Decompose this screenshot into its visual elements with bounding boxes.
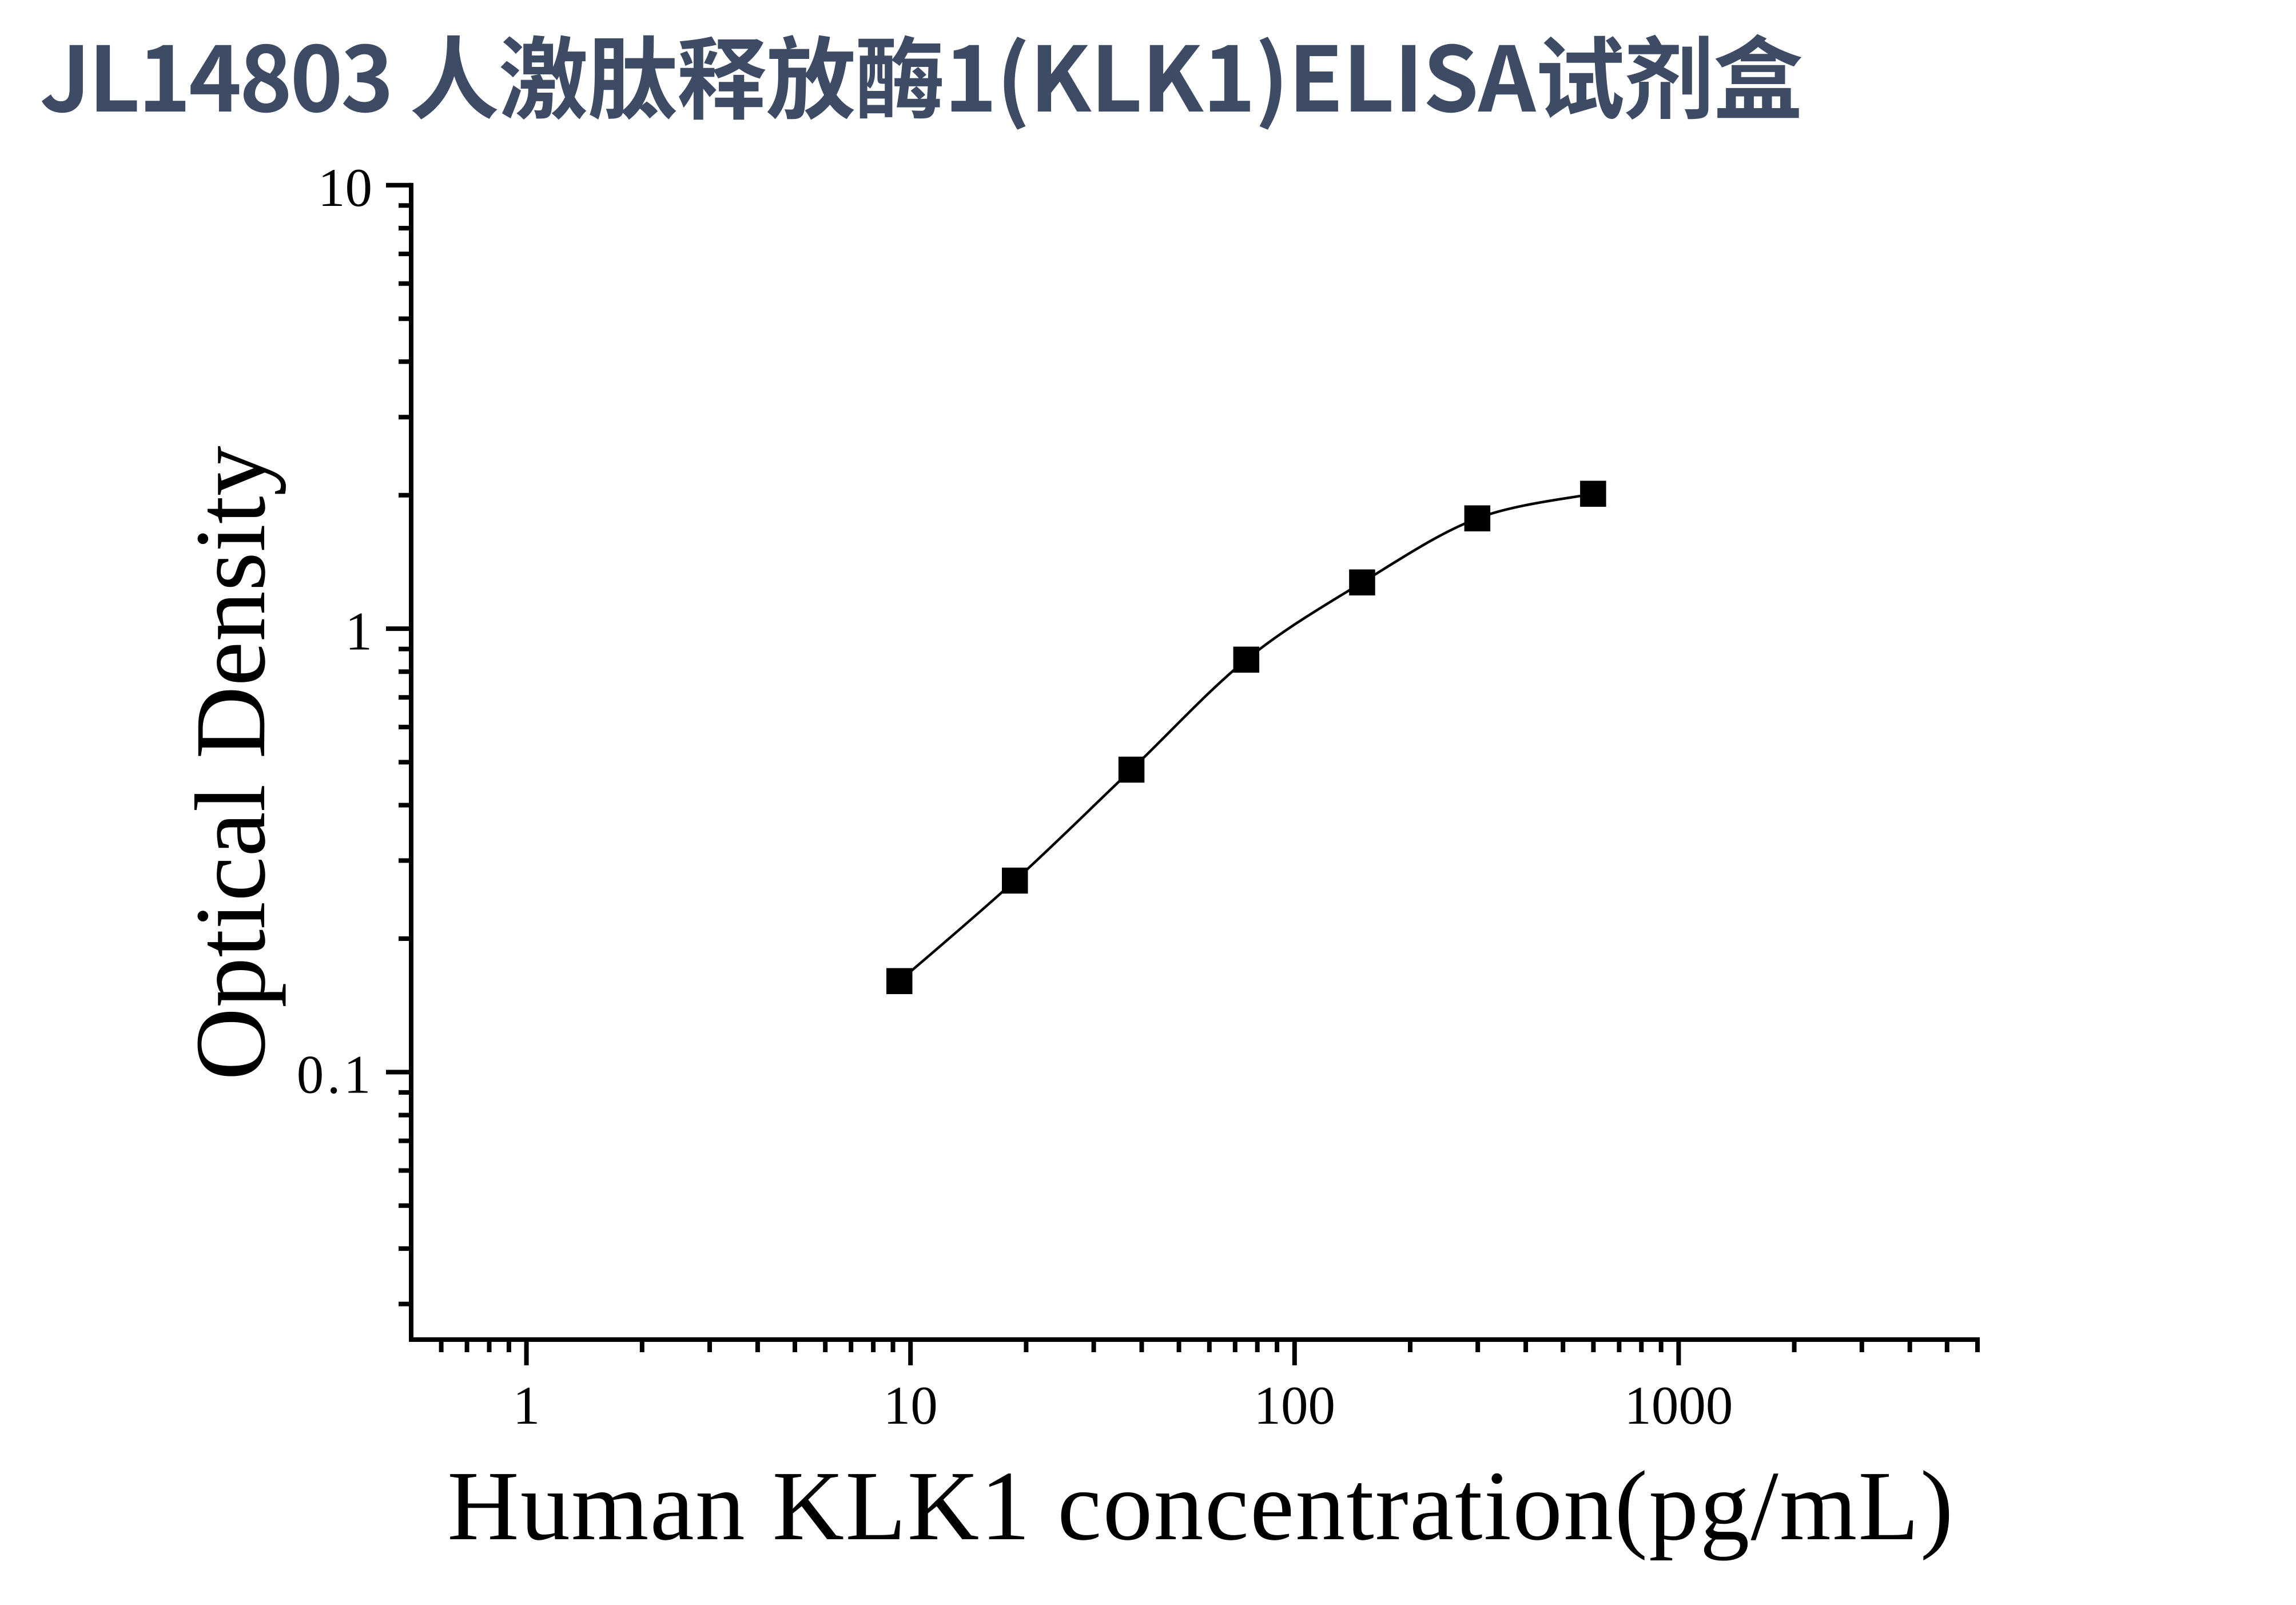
- svg-text:1: 1: [513, 1375, 540, 1436]
- svg-text:0.1: 0.1: [297, 1044, 374, 1105]
- svg-text:10: 10: [884, 1375, 938, 1436]
- svg-text:1: 1: [345, 601, 373, 661]
- svg-text:Optical Density: Optical Density: [175, 446, 286, 1080]
- svg-text:1000: 1000: [1624, 1375, 1733, 1436]
- svg-text:Human KLK1 concentration(pg/mL: Human KLK1 concentration(pg/mL): [447, 1451, 1955, 1561]
- svg-text:10: 10: [318, 157, 372, 218]
- svg-text:100: 100: [1254, 1375, 1336, 1436]
